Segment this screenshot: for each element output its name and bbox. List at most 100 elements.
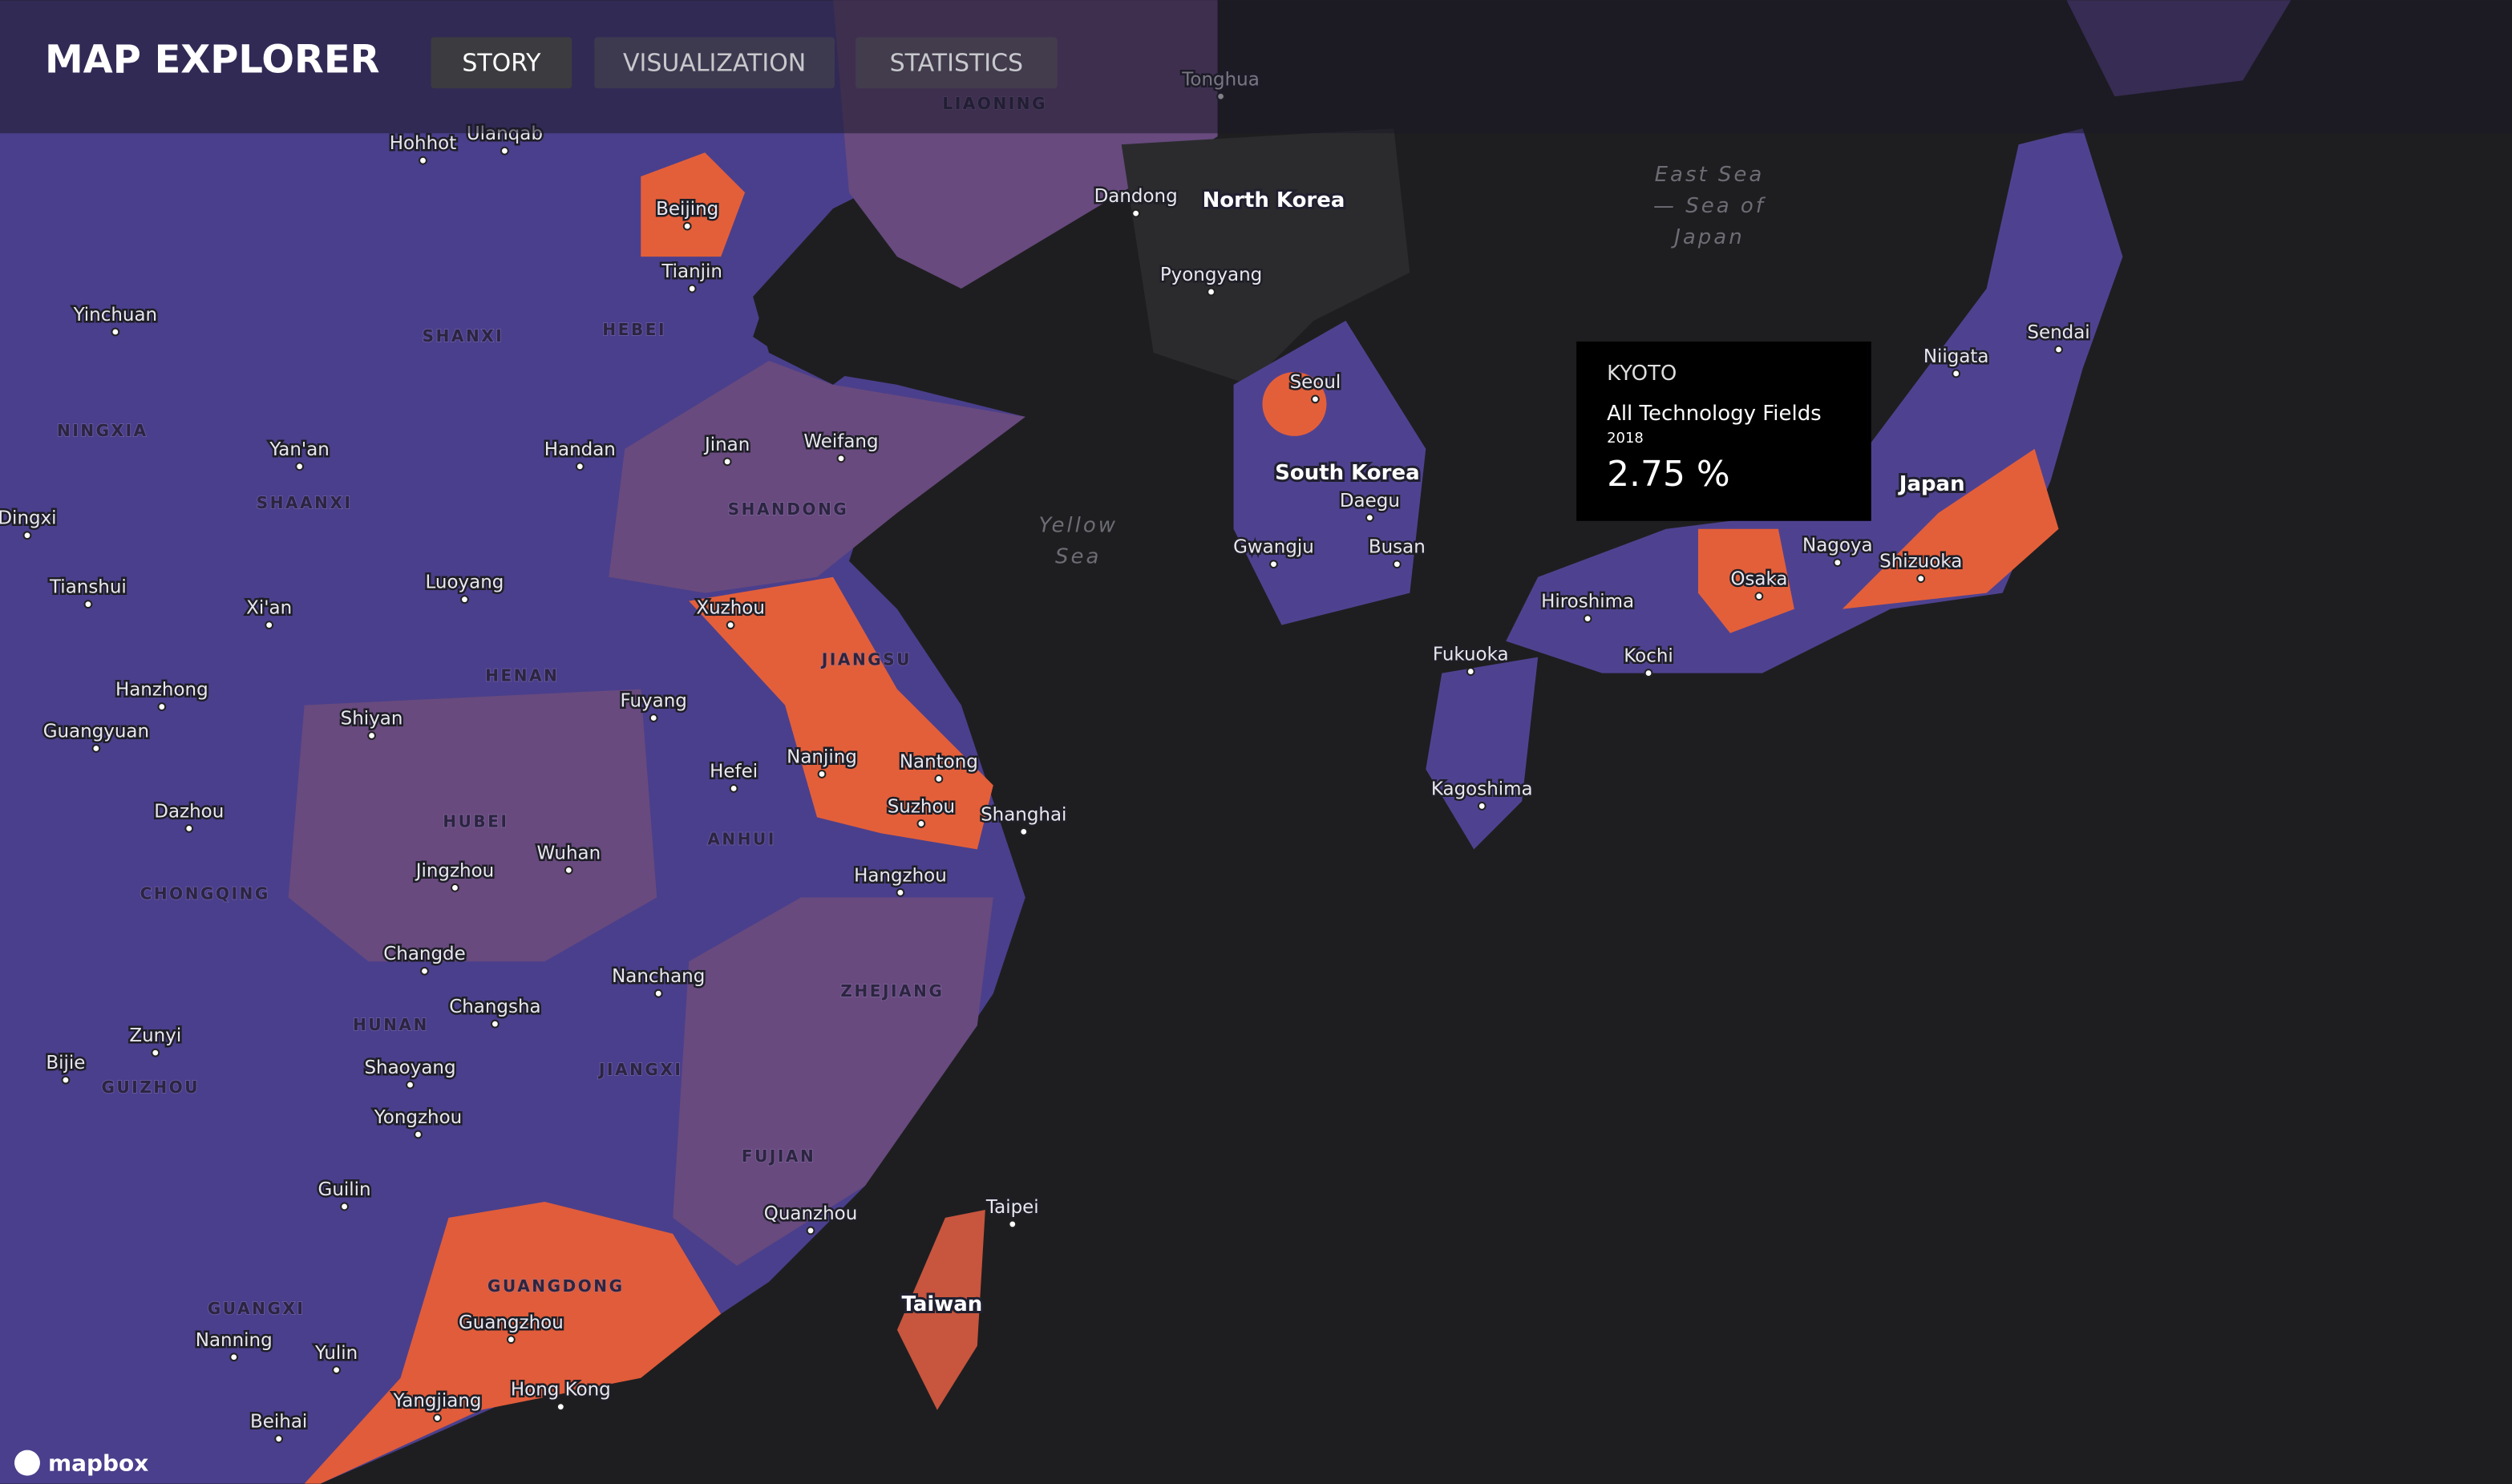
city-label: Shiyan <box>341 709 403 730</box>
city-label: Fukuoka <box>1433 645 1509 665</box>
city-label: Guangzhou <box>459 1312 564 1333</box>
province-label: ZHEJIANG <box>840 981 944 1001</box>
nav-button[interactable] <box>855 37 1058 89</box>
city-label: Busan <box>1369 537 1426 558</box>
city-label: Changsha <box>449 997 540 1017</box>
city-label: Guilin <box>318 1179 371 1200</box>
city-dot <box>564 865 573 875</box>
city-dot <box>1131 208 1141 218</box>
nav-button[interactable] <box>431 37 572 89</box>
city-label: Hanzhong <box>115 680 208 701</box>
map-labels: Hohhot UlanqabBeijingTianjinYinchuanDando… <box>0 67 2092 1444</box>
city-label: Beijing <box>656 199 718 220</box>
city-label: Gwangju <box>1233 537 1314 558</box>
sea-label: Yellow <box>1038 514 1118 538</box>
tooltip-region: KYOTO <box>1607 362 1677 386</box>
country-label: South Korea <box>1275 461 1419 485</box>
city-label: Beihai <box>250 1412 307 1433</box>
city-label: Yongzhou <box>374 1107 462 1128</box>
city-dot <box>1008 1219 1017 1229</box>
nav-label[interactable]: VISUALIZATION <box>623 49 806 77</box>
province-label: GUANGDONG <box>487 1276 625 1296</box>
city-label: Fuyang <box>621 691 687 712</box>
city-dot <box>1754 592 1764 601</box>
city-dot <box>726 621 735 630</box>
city-dot <box>91 744 101 753</box>
city-label: Shanghai <box>981 804 1066 825</box>
nav-label[interactable]: STATISTICS <box>890 49 1023 77</box>
city-label: Bijie <box>46 1053 85 1074</box>
city-label: Yinchuan <box>73 305 158 326</box>
city-dot <box>506 1335 516 1344</box>
nav: STORY VISUALIZATION STATISTICS <box>431 37 1058 89</box>
province-label: SHAANXI <box>257 493 353 512</box>
tooltip-field: All Technology Fields <box>1607 402 1822 426</box>
province-label: GUANGXI <box>208 1299 305 1318</box>
city-dot <box>1311 394 1320 404</box>
city-dot <box>295 462 305 471</box>
city-dot <box>687 284 697 293</box>
city-label: Guangyuan <box>43 722 149 742</box>
province-label: HUNAN <box>353 1015 429 1034</box>
city-label: Tianshui <box>49 577 127 598</box>
city-dot <box>806 1226 815 1235</box>
province-label: ANHUI <box>707 829 776 848</box>
city-label: Daegu <box>1340 491 1400 512</box>
city-dot <box>367 731 376 740</box>
city-dot <box>184 824 194 833</box>
city-dot <box>111 327 120 337</box>
city-dot <box>433 1413 442 1423</box>
city-dot <box>817 770 827 778</box>
city-dot <box>157 702 167 711</box>
city-dot <box>61 1075 71 1085</box>
city-dot <box>1583 614 1592 624</box>
city-dot <box>1019 827 1029 836</box>
city-dot <box>22 531 32 540</box>
city-dot <box>1365 513 1374 523</box>
city-label: Niigata <box>1923 346 1989 367</box>
city-label: Jinan <box>703 435 750 455</box>
city-label: Sendai <box>2027 322 2089 343</box>
city-dot <box>460 595 469 605</box>
nav-label[interactable]: STORY <box>462 49 541 77</box>
city-label: Pyongyang <box>1160 265 1262 285</box>
city-dot <box>1392 560 1402 569</box>
city-label: Zunyi <box>129 1025 181 1046</box>
city-label: Nanning <box>196 1330 273 1351</box>
city-label: Xuzhou <box>696 598 765 619</box>
city-label: Jingzhou <box>415 860 495 881</box>
city-label: Wuhan <box>537 843 601 863</box>
city-dot <box>729 784 738 793</box>
city-dot <box>414 1130 423 1139</box>
city-dot <box>556 1402 565 1412</box>
city-label: Nanchang <box>612 966 705 987</box>
city-dot <box>229 1353 239 1362</box>
header-bar <box>0 0 2512 134</box>
city-dot <box>274 1434 284 1444</box>
province-label: GUIZHOU <box>102 1078 200 1097</box>
city-label: Taipei <box>985 1197 1039 1218</box>
city-dot <box>83 600 93 609</box>
city-dot <box>649 714 658 722</box>
city-dot <box>575 462 585 471</box>
city-label: Osaka <box>1730 569 1787 590</box>
city-dot <box>1952 369 1961 378</box>
city-label: Nantong <box>900 751 978 772</box>
city-dot <box>1833 558 1843 568</box>
province-label: HEBEI <box>602 320 666 339</box>
app-title: MAP EXPLORER <box>45 37 380 82</box>
country-label: Japan <box>1898 472 1965 496</box>
city-dot <box>934 774 944 783</box>
city-label: Weifang <box>803 431 878 452</box>
city-dot <box>500 146 509 156</box>
city-label: Yulin <box>314 1343 358 1364</box>
city-label: Hefei <box>710 761 758 782</box>
city-label: Suzhou <box>888 796 955 817</box>
sea-label: East Sea <box>1655 163 1765 187</box>
city-dot <box>340 1202 349 1211</box>
nav-button[interactable] <box>594 37 835 89</box>
city-dot <box>406 1080 415 1090</box>
city-dot <box>420 966 429 976</box>
city-dot <box>682 221 692 231</box>
